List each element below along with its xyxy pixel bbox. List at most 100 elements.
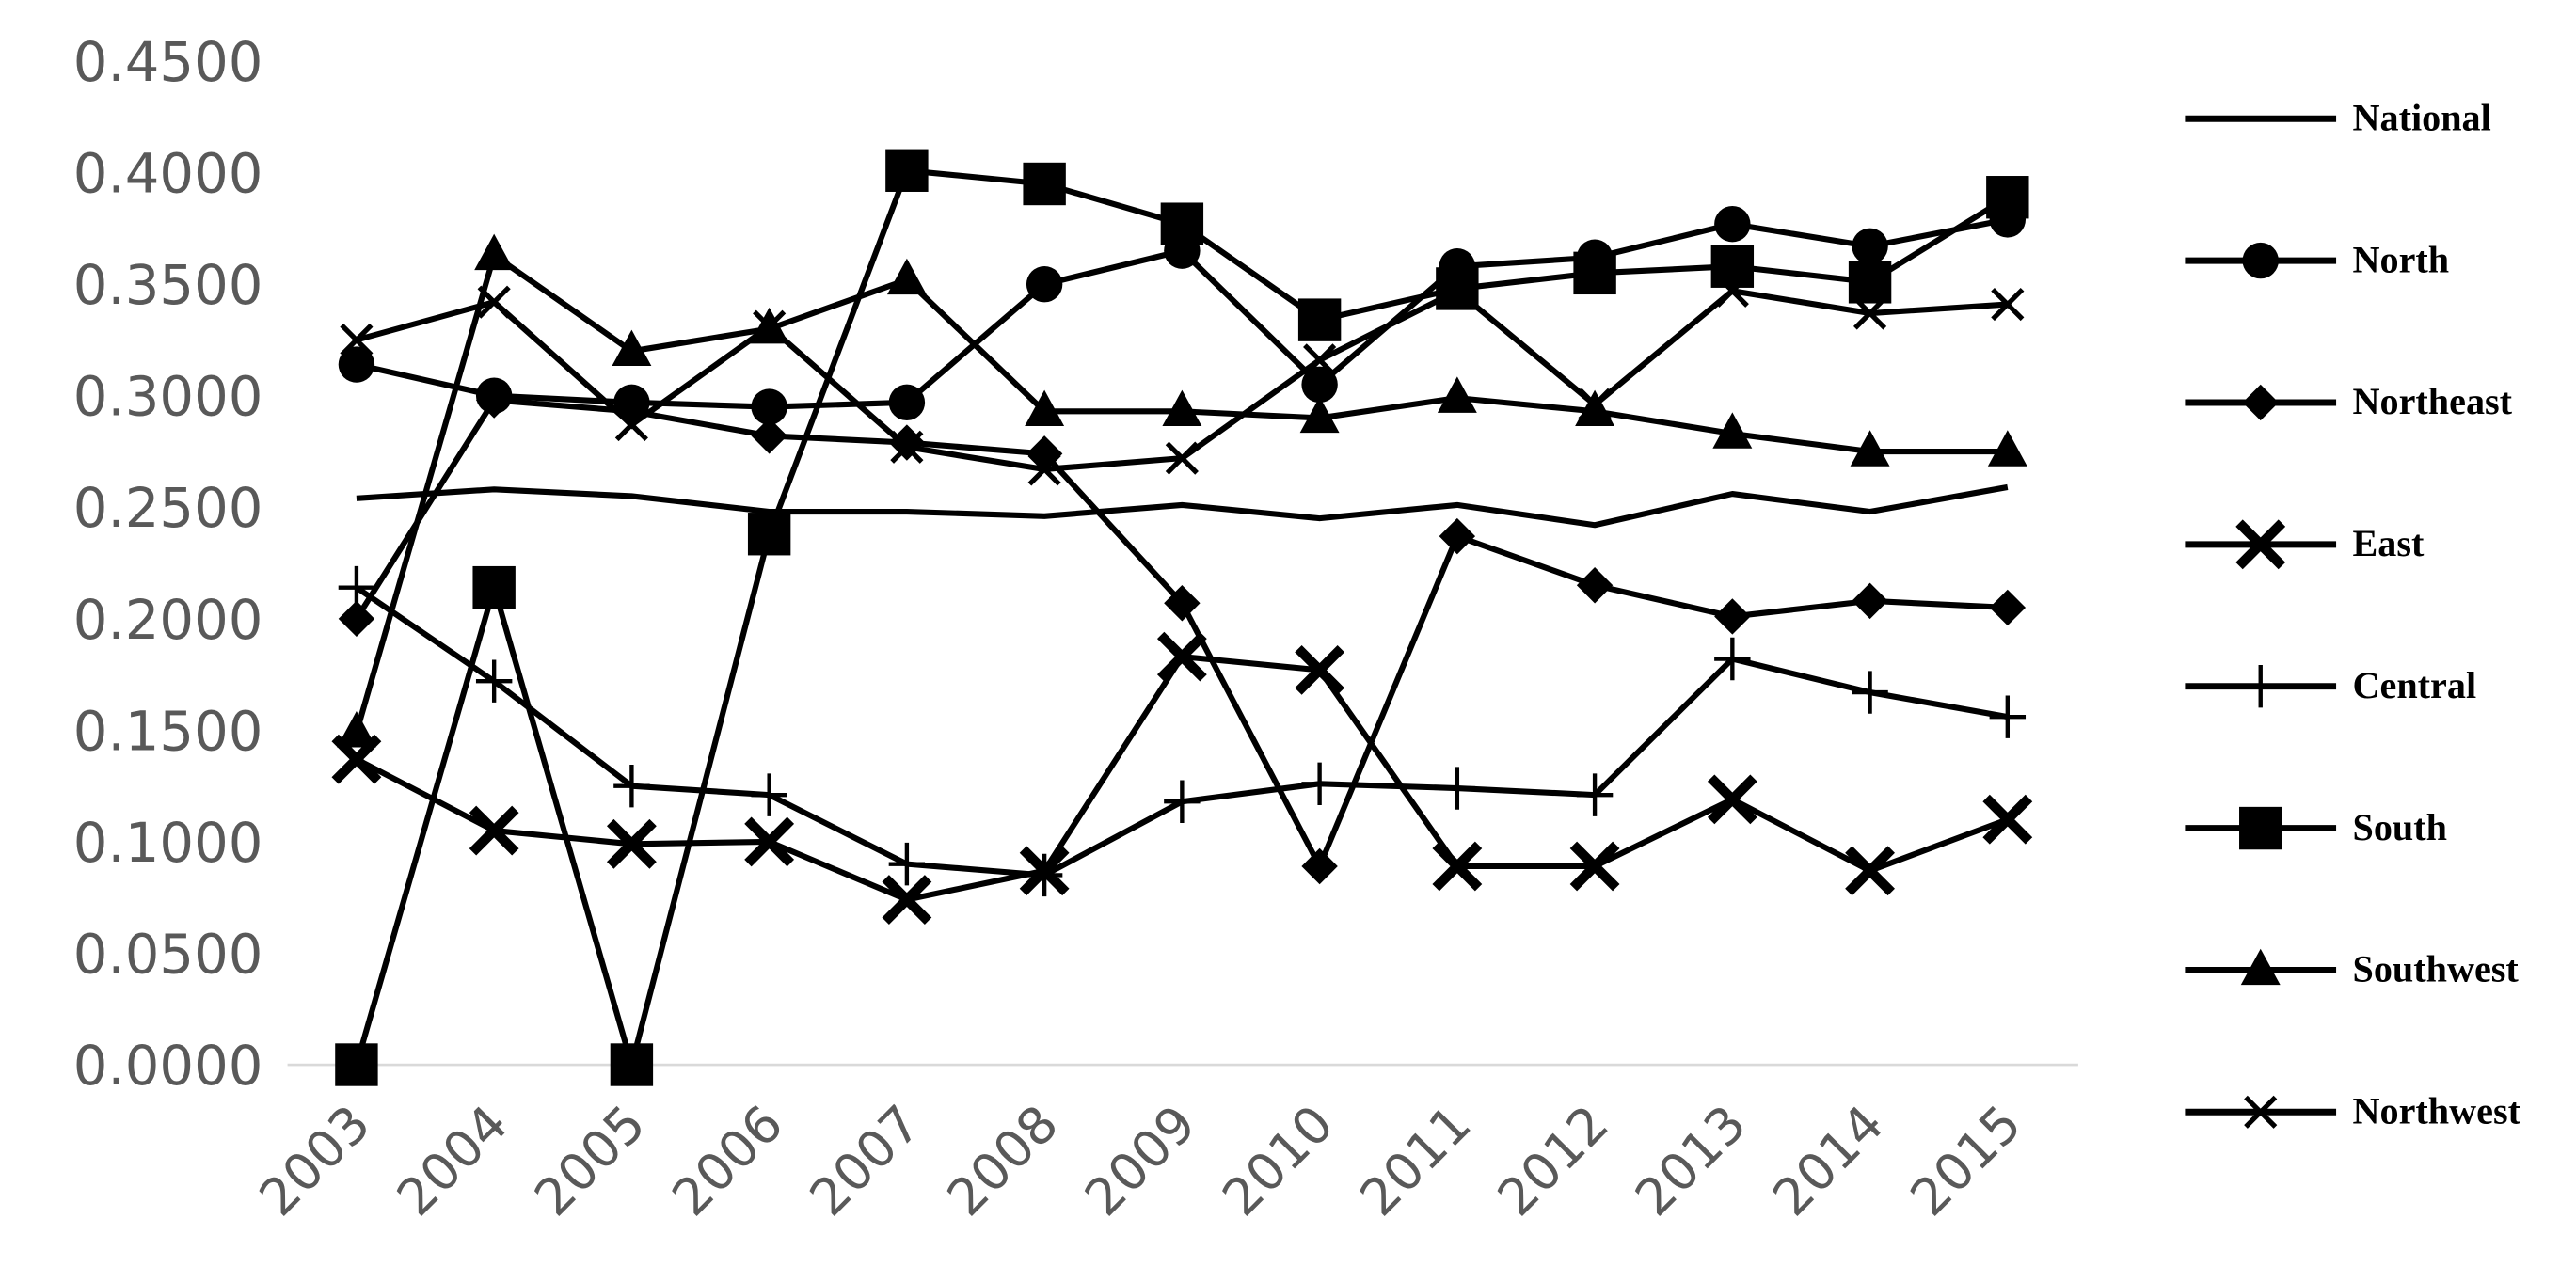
marker xyxy=(888,842,926,886)
marker xyxy=(1025,389,1065,427)
marker xyxy=(1301,762,1338,805)
legend-item: East xyxy=(2185,519,2425,570)
marker xyxy=(2235,519,2286,570)
marker xyxy=(882,875,932,925)
marker xyxy=(1989,695,2027,738)
marker xyxy=(469,805,519,856)
y-tick-label: 0.2000 xyxy=(73,589,263,652)
marker xyxy=(477,285,511,319)
legend-label: Northwest xyxy=(2353,1090,2521,1132)
legend-item: Southwest xyxy=(2185,948,2519,990)
marker xyxy=(1297,298,1342,341)
series-line xyxy=(356,288,2009,473)
marker xyxy=(1576,773,1614,816)
marker xyxy=(885,149,929,192)
marker xyxy=(1715,274,1749,308)
marker xyxy=(888,384,926,421)
x-tick-label: 2008 xyxy=(936,1094,1070,1227)
marker xyxy=(1714,637,1751,681)
y-tick-label: 0.3500 xyxy=(73,254,263,317)
marker xyxy=(1432,841,1483,892)
marker xyxy=(1712,412,1753,449)
marker xyxy=(890,430,924,464)
marker xyxy=(475,659,513,703)
marker xyxy=(1164,780,1201,823)
marker xyxy=(474,233,515,271)
marker xyxy=(1440,274,1474,308)
marker xyxy=(1027,452,1061,486)
marker xyxy=(1982,794,2033,845)
x-tick-label: 2013 xyxy=(1624,1094,1757,1227)
marker xyxy=(1439,767,1476,810)
marker xyxy=(1026,265,1063,303)
y-tick-label: 0.0500 xyxy=(73,923,263,986)
marker xyxy=(335,1043,378,1086)
marker xyxy=(612,329,652,367)
series-line xyxy=(355,654,2009,903)
marker xyxy=(338,565,375,609)
marker xyxy=(1576,567,1614,604)
marker xyxy=(1573,251,1616,295)
marker xyxy=(753,309,787,343)
marker xyxy=(1714,598,1751,635)
x-tick-label: 2015 xyxy=(1900,1094,2033,1227)
y-tick-label: 0.4500 xyxy=(73,31,263,94)
marker xyxy=(1299,396,1340,434)
marker xyxy=(472,565,516,609)
legend-label: National xyxy=(2353,96,2491,138)
marker xyxy=(1853,296,1887,330)
marker xyxy=(1026,853,1063,897)
marker xyxy=(888,424,926,461)
marker xyxy=(744,816,795,867)
marker xyxy=(1852,671,1888,714)
marker xyxy=(1987,430,2027,467)
marker xyxy=(1707,774,1757,825)
legend-item: Central xyxy=(2185,664,2476,708)
y-tick-label: 0.4000 xyxy=(73,143,263,206)
y-tick-label: 0.3000 xyxy=(73,366,263,429)
marker xyxy=(613,764,650,808)
x-tick-label: 2003 xyxy=(248,1094,382,1227)
marker xyxy=(1714,205,1751,243)
marker xyxy=(1986,176,2029,219)
marker xyxy=(1301,847,1338,885)
marker xyxy=(1437,376,1477,413)
marker xyxy=(1156,631,1207,682)
marker xyxy=(614,407,648,442)
marker xyxy=(1845,846,1895,896)
marker xyxy=(1850,430,1890,467)
marker xyxy=(1160,202,1204,245)
y-tick-label: 0.1000 xyxy=(73,812,263,875)
legend-item: Northeast xyxy=(2185,380,2513,422)
x-tick-label: 2010 xyxy=(1211,1094,1344,1227)
y-tick-label: 0.0000 xyxy=(73,1035,263,1098)
marker xyxy=(751,418,787,454)
marker xyxy=(1848,261,1892,304)
marker xyxy=(2239,806,2282,850)
legend-label: North xyxy=(2353,238,2450,280)
marker xyxy=(751,388,787,425)
marker xyxy=(1852,228,1888,265)
marker xyxy=(1165,441,1199,475)
marker xyxy=(340,323,374,357)
y-tick-label: 0.1500 xyxy=(73,700,263,763)
x-tick-label: 2014 xyxy=(1761,1094,1895,1227)
x-tick-label: 2007 xyxy=(799,1094,932,1227)
legend-label: East xyxy=(2353,522,2425,564)
x-tick-label: 2009 xyxy=(1073,1094,1207,1227)
legend-label: Southwest xyxy=(2353,948,2520,990)
marker xyxy=(1301,366,1338,404)
marker xyxy=(610,1043,654,1086)
marker xyxy=(475,382,513,419)
x-tick-label: 2006 xyxy=(660,1094,794,1227)
legend-item: South xyxy=(2185,806,2447,850)
marker xyxy=(338,346,375,383)
legend-item: Northwest xyxy=(2185,1090,2521,1132)
x-tick-label: 2012 xyxy=(1487,1094,1620,1227)
marker xyxy=(1569,841,1620,892)
legend-label: Northeast xyxy=(2353,380,2513,422)
marker xyxy=(2242,664,2279,708)
marker xyxy=(1439,517,1476,555)
marker xyxy=(886,258,927,295)
